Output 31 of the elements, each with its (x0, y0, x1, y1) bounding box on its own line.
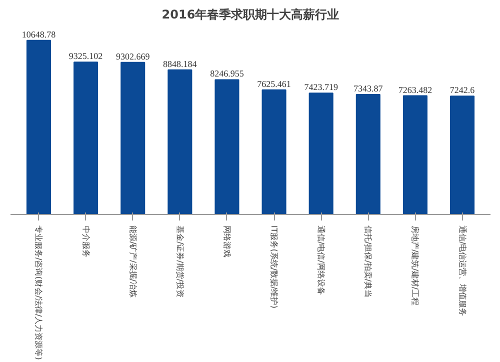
x-tick-label: 房地产/建筑/建材/工程 (410, 226, 420, 306)
data-label: 10648.78 (22, 29, 56, 40)
data-label: 8848.184 (163, 58, 198, 69)
bar (450, 96, 475, 214)
data-label: 7423.719 (304, 82, 338, 92)
data-label: 7242.6 (450, 85, 476, 96)
bar (26, 40, 51, 214)
x-tick-label: 能源/矿产/采掘/冶炼 (128, 226, 138, 298)
bar (356, 94, 380, 214)
x-tick-label: 网络游戏 (222, 226, 232, 258)
bar (308, 92, 334, 214)
x-tick-label: 基金/证券/期货/投资 (175, 226, 184, 298)
data-label: 9325.102 (68, 51, 103, 62)
data-label: 8246.955 (210, 68, 244, 79)
bar (402, 95, 428, 214)
x-tick-label: 专业服务/咨询(财会/法律/人力资源等) (34, 226, 44, 360)
data-label: 7263.482 (398, 84, 432, 95)
x-tick-label: 通信/电信运营、增值服务 (458, 226, 467, 316)
data-label: 7625.461 (257, 78, 291, 89)
x-tick-label: 中介服务 (81, 226, 90, 258)
x-tick-label: IT服务(系统/数据/维护) (270, 226, 279, 308)
bar (74, 62, 98, 214)
bar (120, 62, 146, 214)
data-label: 9302.669 (116, 51, 150, 62)
data-label: 7343.87 (354, 83, 384, 94)
bar (168, 69, 192, 214)
bar (214, 79, 240, 214)
chart-title: 2016年春季求职期十大高薪行业 (162, 8, 340, 22)
x-tick-label: 信托/担保/拍卖/典当 (364, 226, 373, 298)
x-tick-label: 通信/电信/网络设备 (316, 226, 326, 295)
bar (262, 89, 286, 214)
